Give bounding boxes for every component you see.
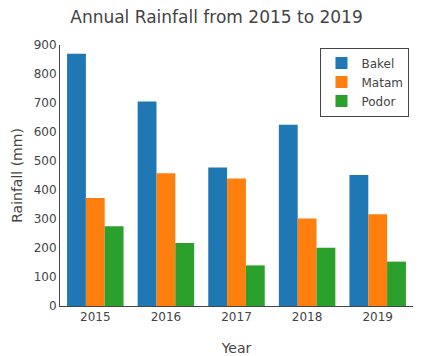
svg-text:100: 100: [34, 270, 57, 284]
svg-text:Annual Rainfall from 2015 to 2: Annual Rainfall from 2015 to 2019: [70, 7, 362, 27]
svg-text:Matam: Matam: [361, 76, 402, 90]
svg-text:200: 200: [34, 241, 57, 255]
svg-text:2017: 2017: [221, 310, 252, 324]
svg-text:300: 300: [34, 212, 57, 226]
svg-text:0: 0: [49, 299, 57, 313]
svg-text:Bakel: Bakel: [361, 57, 394, 71]
svg-text:900: 900: [34, 38, 57, 52]
svg-text:2015: 2015: [80, 310, 111, 324]
svg-text:Rainfall (mm): Rainfall (mm): [9, 128, 25, 223]
svg-text:Podor: Podor: [361, 95, 395, 109]
svg-text:2016: 2016: [151, 310, 182, 324]
svg-text:2018: 2018: [292, 310, 323, 324]
svg-text:800: 800: [34, 67, 57, 81]
svg-text:2019: 2019: [362, 310, 393, 324]
svg-text:600: 600: [34, 125, 57, 139]
svg-text:500: 500: [34, 154, 57, 168]
svg-text:700: 700: [34, 96, 57, 110]
svg-text:400: 400: [34, 183, 57, 197]
svg-text:Year: Year: [221, 340, 252, 356]
